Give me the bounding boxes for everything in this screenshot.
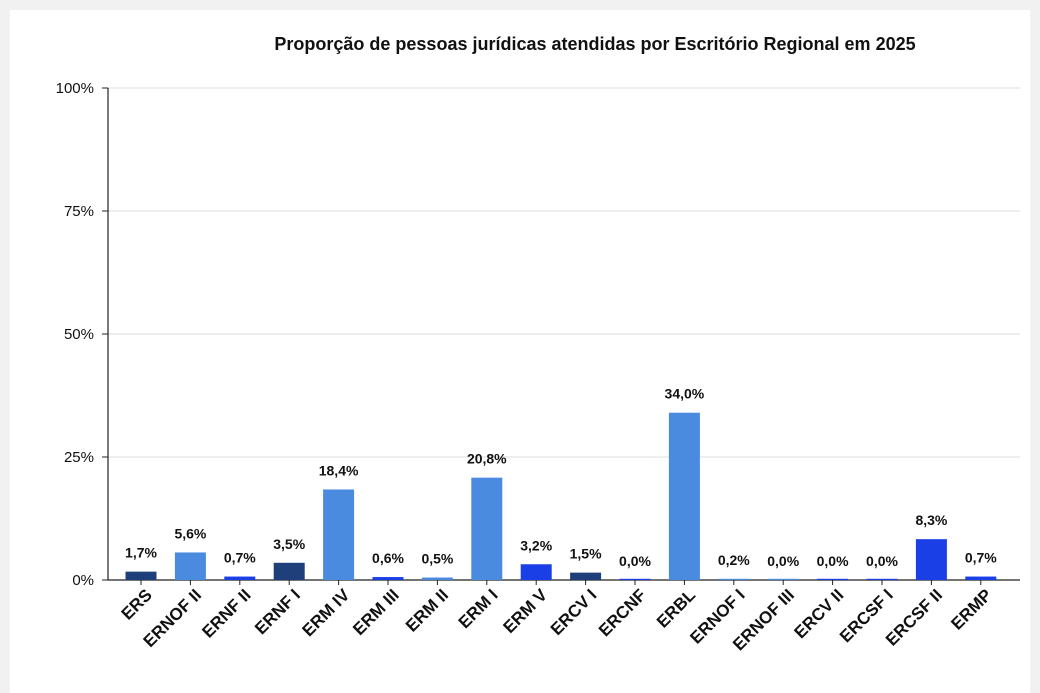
bar xyxy=(817,578,849,580)
chart-card: Proporção de pessoas jurídicas atendidas… xyxy=(10,10,1030,693)
bar xyxy=(570,572,602,580)
data-label: 1,7% xyxy=(125,545,157,561)
data-label: 0,7% xyxy=(224,550,256,566)
x-tick-label: ERS xyxy=(118,585,156,623)
data-label: 0,0% xyxy=(817,553,849,569)
chart-title: Proporção de pessoas jurídicas atendidas… xyxy=(274,34,916,54)
x-tick-label: ERCV I xyxy=(547,585,601,639)
bar xyxy=(619,578,651,580)
data-label: 0,0% xyxy=(767,553,799,569)
bar xyxy=(965,576,997,580)
bar xyxy=(421,577,453,580)
data-label: 0,2% xyxy=(718,552,750,568)
x-tick-label: ERM II xyxy=(402,585,452,635)
data-label: 0,5% xyxy=(421,551,453,567)
data-label: 18,4% xyxy=(319,462,359,478)
x-tick-label: ERM I xyxy=(455,585,502,632)
data-label: 0,7% xyxy=(965,550,997,566)
y-tick-label: 75% xyxy=(64,203,94,220)
data-label: 1,5% xyxy=(570,546,602,562)
bar xyxy=(174,552,206,580)
data-label: 5,6% xyxy=(174,525,206,541)
bar xyxy=(273,562,305,580)
x-tick-label: ERM IV xyxy=(299,585,354,640)
x-tick-label: ERMP xyxy=(947,585,995,633)
bar xyxy=(125,571,157,580)
bar xyxy=(668,412,700,580)
x-tick-label: ERNF II xyxy=(198,585,254,641)
y-tick-label: 0% xyxy=(72,572,94,589)
x-tick-label: ERCNF xyxy=(595,585,650,640)
bar xyxy=(372,577,404,580)
data-label: 8,3% xyxy=(915,512,947,528)
data-label: 0,0% xyxy=(619,553,651,569)
bar xyxy=(767,578,799,580)
x-tick-label: ERBL xyxy=(653,585,699,631)
bar xyxy=(866,578,898,580)
y-tick-label: 25% xyxy=(64,449,94,466)
bar xyxy=(520,564,552,580)
bar xyxy=(718,578,750,580)
bar xyxy=(323,489,355,580)
data-label: 0,0% xyxy=(866,553,898,569)
bar xyxy=(915,539,947,580)
data-label: 3,2% xyxy=(520,537,552,553)
data-label: 3,5% xyxy=(273,536,305,552)
x-tick-label: ERM V xyxy=(500,585,552,637)
y-tick-label: 50% xyxy=(64,326,94,343)
data-label: 20,8% xyxy=(467,451,507,467)
x-tick-label: ERNF I xyxy=(251,585,304,638)
data-label: 34,0% xyxy=(665,386,705,402)
y-tick-label: 100% xyxy=(56,80,94,97)
bar xyxy=(224,576,256,580)
bar xyxy=(471,477,503,580)
x-tick-label: ERM III xyxy=(349,585,403,639)
data-label: 0,6% xyxy=(372,550,404,566)
